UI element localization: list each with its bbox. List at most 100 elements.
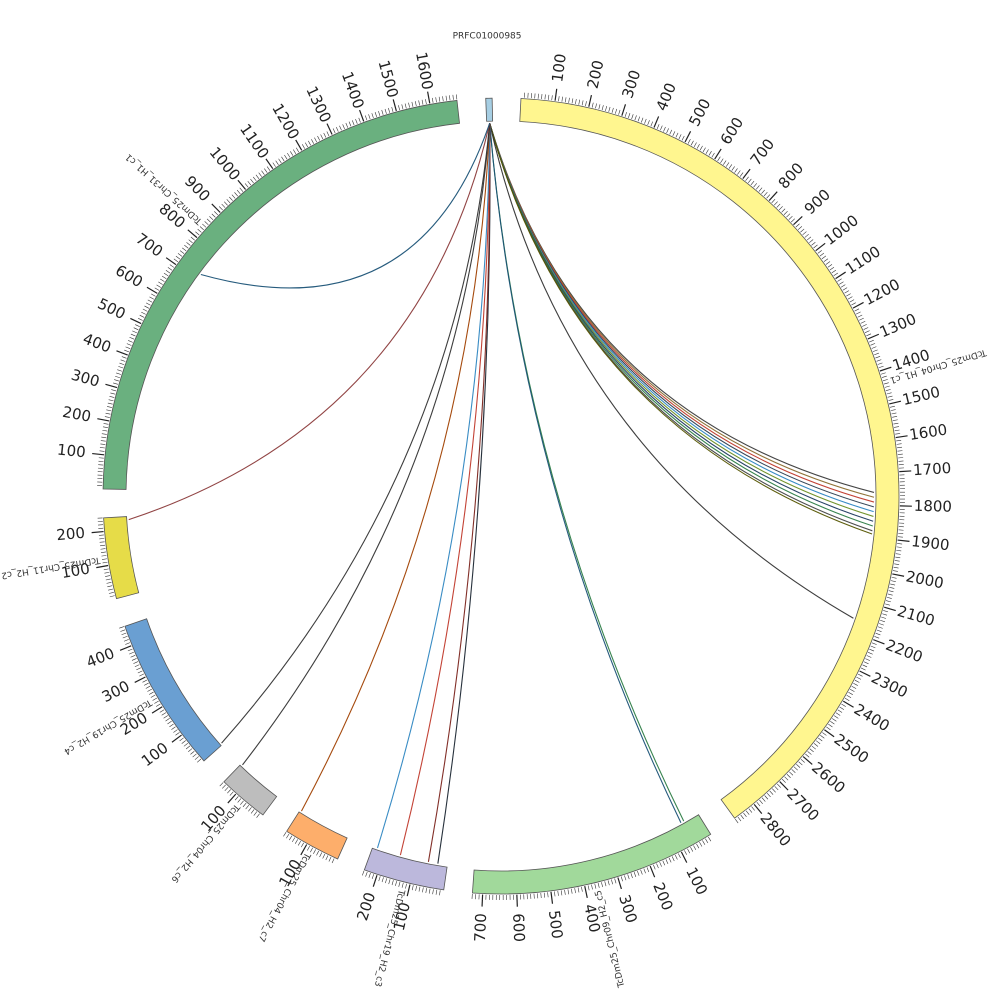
major-tick [392, 99, 397, 112]
minor-tick [772, 788, 776, 793]
major-tick [550, 891, 554, 904]
minor-tick [127, 648, 133, 652]
minor-tick [414, 101, 417, 107]
segment-band-TcDm25_Chr04_H2_c6 [223, 764, 278, 816]
major-tick [119, 645, 132, 651]
tick-label: 300 [618, 68, 644, 101]
tick-label: 1300 [877, 310, 919, 342]
minor-tick [144, 682, 149, 686]
minor-tick [103, 423, 109, 425]
major-tick [680, 851, 688, 863]
major-tick [171, 734, 182, 743]
minor-tick [865, 658, 871, 661]
minor-tick [252, 176, 257, 182]
minor-tick [240, 800, 244, 805]
minor-tick [125, 346, 131, 349]
minor-tick [581, 100, 584, 106]
minor-tick [883, 382, 889, 385]
minor-tick [874, 352, 879, 356]
major-tick [867, 333, 880, 340]
segment-label-PRFC01000985: PRFC01000985 [453, 32, 522, 42]
minor-tick [351, 120, 355, 126]
minor-tick [605, 106, 608, 111]
minor-tick [323, 132, 327, 138]
minor-tick [568, 97, 570, 103]
minor-tick [381, 109, 384, 115]
minor-tick [687, 139, 691, 144]
minor-tick [678, 853, 681, 859]
minor-tick [181, 740, 186, 744]
segments-layer [102, 97, 900, 895]
tick-label: 2000 [904, 567, 945, 592]
minor-tick [378, 876, 381, 882]
minor-tick [449, 95, 451, 101]
minor-tick [607, 880, 610, 886]
minor-tick [869, 648, 875, 652]
minor-tick [699, 842, 703, 847]
minor-tick [784, 776, 789, 781]
minor-tick [122, 635, 128, 639]
minor-tick [129, 651, 134, 655]
minor-tick [885, 600, 891, 603]
minor-tick [874, 636, 880, 639]
minor-tick [777, 783, 781, 788]
minor-tick [821, 255, 827, 260]
minor-tick [124, 349, 130, 353]
minor-tick [766, 194, 771, 199]
minor-tick [131, 658, 137, 661]
minor-tick [837, 709, 843, 713]
minor-tick [102, 429, 108, 432]
minor-tick [104, 416, 110, 418]
major-tick [742, 168, 751, 180]
minor-tick [141, 311, 146, 315]
minor-tick [711, 152, 715, 158]
minor-tick [103, 568, 109, 571]
minor-tick [320, 134, 324, 140]
minor-tick [331, 858, 335, 864]
minor-tick [133, 661, 139, 664]
minor-tick [705, 838, 709, 844]
tick-label: 500 [545, 909, 566, 940]
major-tick [584, 885, 588, 898]
minor-tick [750, 180, 755, 186]
minor-tick [892, 570, 898, 572]
minor-tick [391, 106, 394, 112]
minor-tick [811, 241, 816, 246]
minor-tick [822, 732, 827, 736]
minor-tick [543, 892, 546, 898]
major-tick [779, 781, 789, 791]
minor-tick [326, 131, 330, 137]
minor-tick [224, 786, 229, 792]
minor-tick [149, 296, 155, 300]
minor-tick [544, 94, 546, 100]
minor-tick [863, 661, 869, 665]
minor-tick [734, 818, 739, 824]
major-tick [895, 435, 908, 439]
minor-tick [854, 679, 860, 683]
minor-tick [872, 349, 878, 352]
segment-band-TcDm25_Chr31_H1_c1 [102, 99, 460, 490]
major-tick [237, 179, 247, 190]
minor-tick [167, 720, 172, 725]
major-tick [859, 670, 871, 677]
minor-tick [826, 726, 831, 731]
minor-tick [672, 131, 676, 137]
tick-label: 1700 [913, 459, 952, 479]
minor-tick [106, 406, 112, 408]
minor-tick [307, 845, 310, 851]
minor-tick [844, 290, 850, 294]
minor-tick [557, 890, 559, 896]
minor-tick [745, 810, 750, 815]
minor-tick [633, 872, 637, 877]
minor-tick [261, 170, 265, 175]
major-tick [227, 793, 237, 804]
major-tick [621, 104, 627, 116]
minor-tick [863, 327, 869, 330]
minor-tick [250, 809, 255, 814]
minor-tick [878, 623, 884, 626]
minor-tick [105, 412, 111, 415]
major-tick [714, 148, 722, 160]
minor-tick [786, 774, 791, 778]
minor-tick [876, 359, 882, 362]
minor-tick [828, 723, 833, 728]
